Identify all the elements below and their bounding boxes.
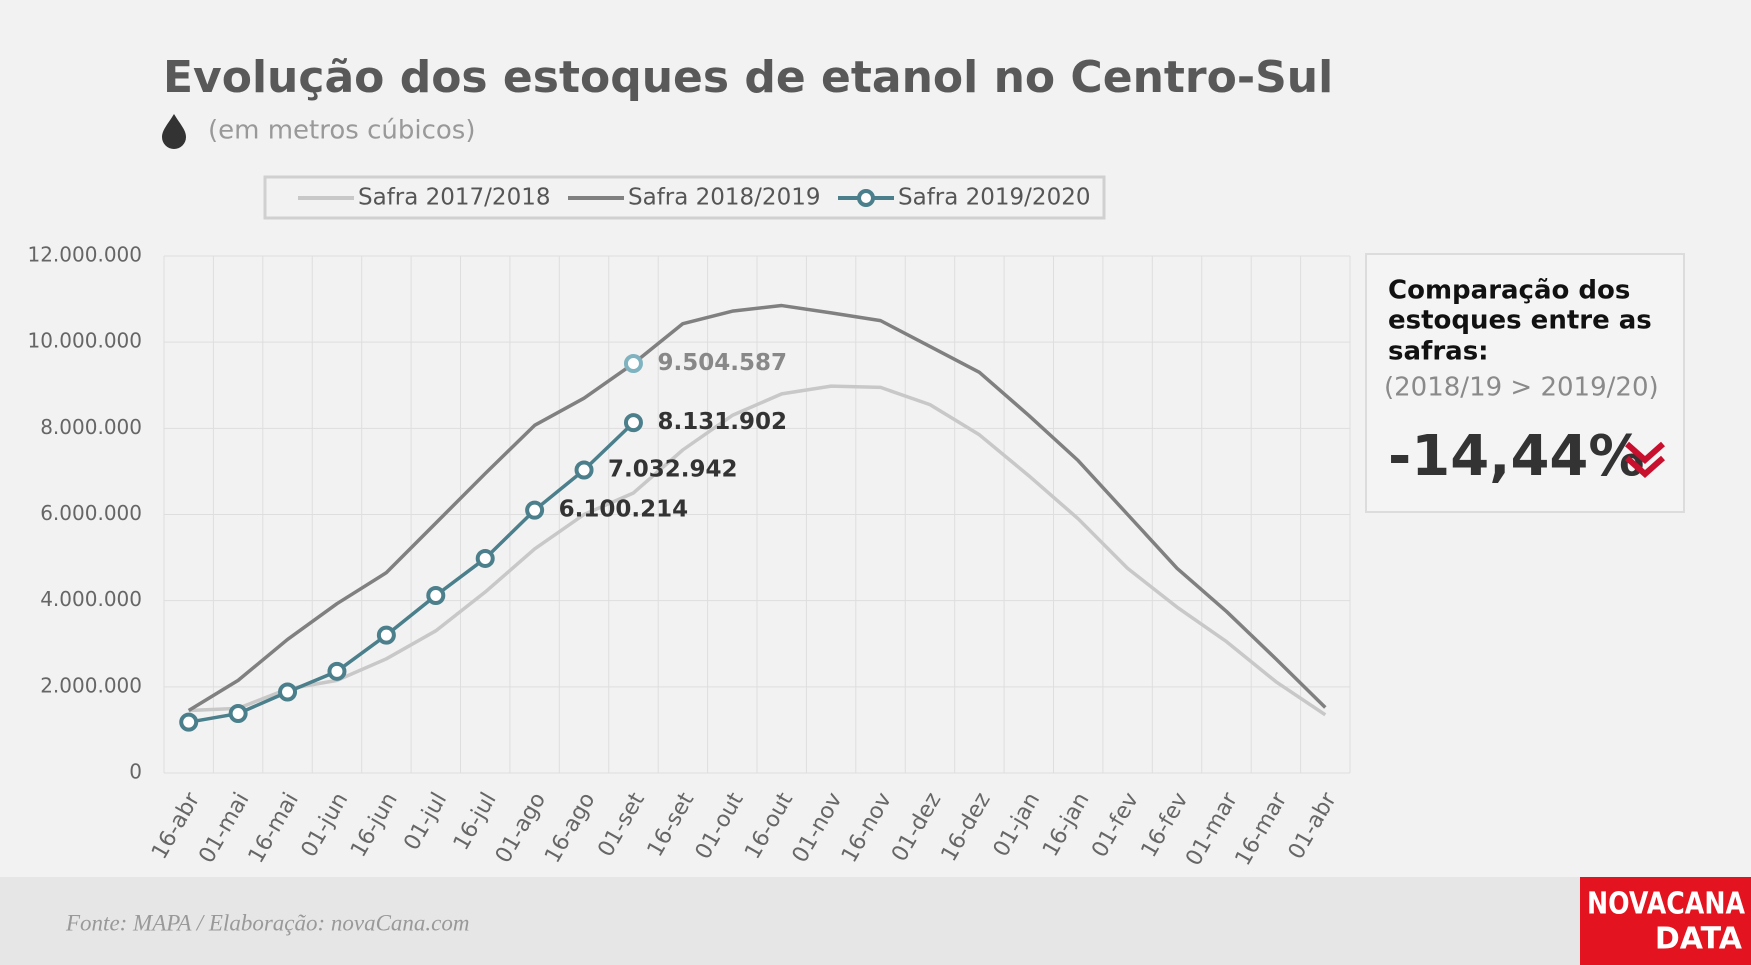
legend-label: Safra 2018/2019 bbox=[628, 185, 820, 211]
chart-subtitle: (em metros cúbicos) bbox=[208, 116, 475, 146]
data-label: 8.131.902 bbox=[657, 409, 787, 435]
drop-icon bbox=[162, 114, 186, 149]
down-chevron bbox=[1625, 441, 1665, 479]
point-marker bbox=[475, 548, 495, 568]
series-line bbox=[188, 384, 1327, 717]
legend-label: Safra 2017/2018 bbox=[358, 185, 550, 211]
point-marker bbox=[623, 413, 643, 433]
comparison-heading: safras: bbox=[1388, 337, 1489, 367]
point-marker bbox=[228, 704, 248, 724]
comparison-value: -14,44% bbox=[1388, 424, 1644, 489]
point-marker bbox=[376, 625, 396, 645]
point-marker bbox=[278, 682, 298, 702]
point-marker bbox=[623, 354, 643, 374]
point-marker bbox=[525, 500, 545, 520]
series-line bbox=[188, 421, 635, 724]
chart-title: Evolução dos estoques de etanol no Centr… bbox=[163, 52, 1333, 103]
data-label: 7.032.942 bbox=[608, 456, 738, 482]
comparison-heading: Comparação dos bbox=[1388, 276, 1630, 306]
logo-text: DATA bbox=[1655, 922, 1743, 957]
point-marker bbox=[179, 712, 199, 732]
y-tick-label: 12.000.000 bbox=[27, 243, 142, 267]
data-label: 9.504.587 bbox=[657, 350, 787, 376]
y-tick-label: 6.000.000 bbox=[40, 501, 142, 525]
legend-box bbox=[263, 175, 1106, 220]
point-marker bbox=[426, 585, 446, 605]
comparison-heading: estoques entre as bbox=[1388, 306, 1652, 336]
y-tick-label: 4.000.000 bbox=[40, 587, 142, 611]
footer-source: Fonte: MAPA / Elaboração: novaCana.com bbox=[65, 910, 470, 935]
legend-marker bbox=[857, 189, 875, 207]
y-tick-label: 8.000.000 bbox=[40, 415, 142, 439]
y-tick-label: 0 bbox=[129, 760, 142, 784]
point-marker bbox=[327, 661, 347, 681]
y-tick-label: 10.000.000 bbox=[27, 329, 142, 353]
y-tick-label: 2.000.000 bbox=[40, 673, 142, 697]
comparison-box bbox=[1365, 253, 1685, 513]
logo bbox=[1580, 877, 1751, 965]
legend-label: Safra 2019/2020 bbox=[898, 185, 1090, 211]
series-line bbox=[187, 303, 1327, 713]
logo-text: NOVACANA bbox=[1587, 887, 1746, 922]
comparison-note: (2018/19 > 2019/20) bbox=[1384, 373, 1659, 403]
footer bbox=[0, 877, 1751, 965]
point-marker bbox=[574, 460, 594, 480]
data-label: 6.100.214 bbox=[559, 497, 689, 523]
